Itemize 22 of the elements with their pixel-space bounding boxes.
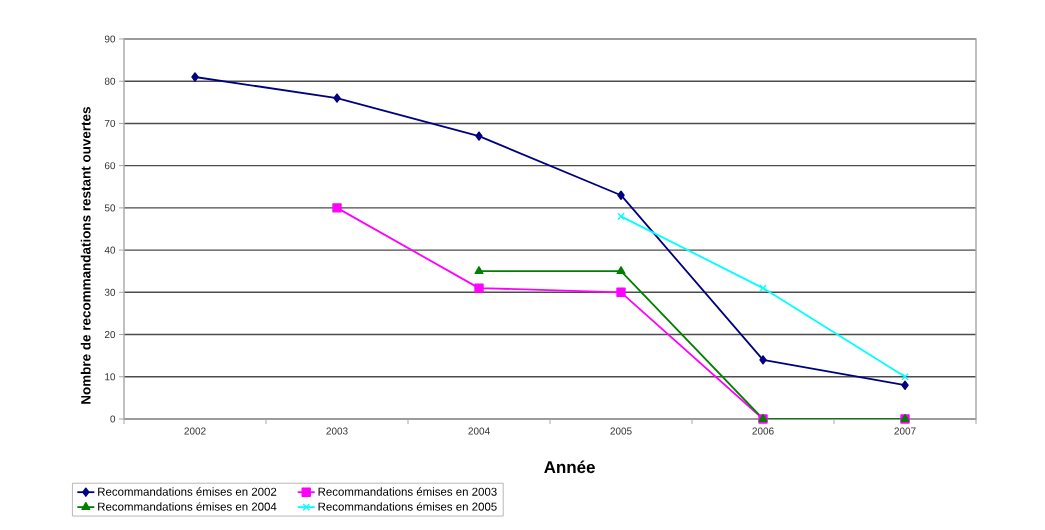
y-tick-label: 20 [104, 331, 116, 339]
legend-label: Recommandations émises en 2003 [318, 487, 497, 496]
x-axis-title: Année [544, 460, 595, 474]
x-tick-label: 2004 [468, 427, 490, 435]
y-axis-title: Nombre de recommandations restant ouvertes [80, 107, 91, 404]
y-tick-label: 40 [104, 246, 116, 254]
y-tick-label: 60 [104, 162, 116, 170]
y-tick-label: 70 [104, 119, 116, 127]
x-tick-label: 2007 [894, 427, 916, 435]
x-tick-label: 2005 [610, 427, 632, 435]
x-tick-label: 2003 [326, 427, 348, 435]
y-tick-label: 50 [104, 204, 116, 212]
y-tick-label: 10 [105, 373, 116, 381]
legend-label: Recommandations émises en 2002 [98, 487, 277, 496]
x-tick-label: 2002 [184, 427, 206, 435]
legend-label: Recommandations émises en 2004 [98, 502, 277, 511]
y-tick-label: 90 [104, 35, 116, 43]
y-tick-label: 30 [104, 288, 116, 296]
y-tick-label: 0 [110, 415, 116, 423]
x-tick-label: 2006 [752, 427, 774, 435]
legend-label: Recommandations émises en 2005 [318, 502, 497, 511]
y-tick-label: 80 [104, 77, 116, 85]
